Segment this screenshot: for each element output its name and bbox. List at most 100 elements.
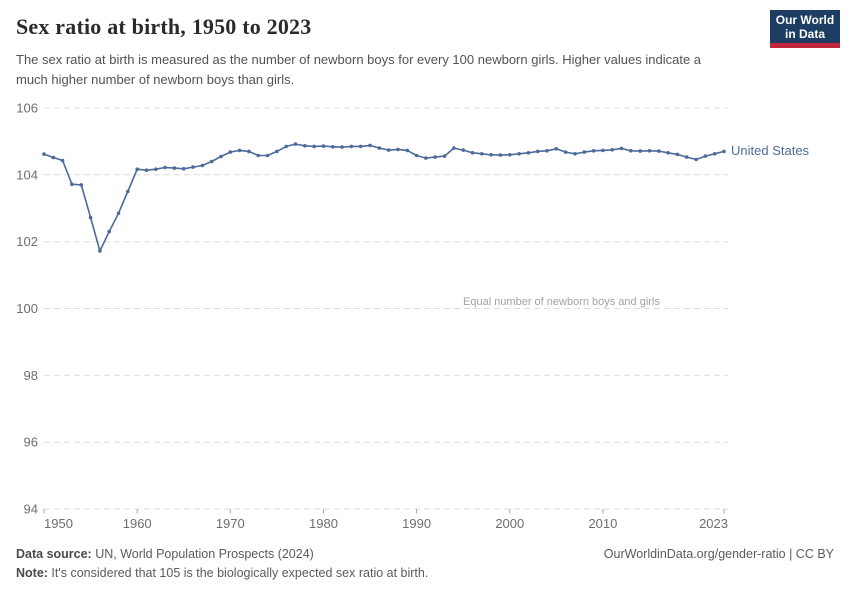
data-point[interactable] [181, 167, 186, 171]
data-point[interactable] [545, 149, 549, 153]
data-point[interactable] [172, 166, 177, 170]
data-point[interactable] [684, 155, 689, 159]
data-point[interactable] [340, 145, 344, 149]
data-point[interactable] [554, 147, 559, 151]
chart-footer: Data source: UN, World Population Prospe… [16, 547, 834, 580]
data-point[interactable] [666, 151, 670, 155]
data-point[interactable] [200, 163, 205, 168]
data-point[interactable] [98, 249, 102, 253]
data-point[interactable] [42, 152, 46, 156]
license-link[interactable]: OurWorldinData.org/gender-ratio | CC BY [603, 547, 834, 561]
data-point[interactable] [573, 152, 577, 156]
equal-ratio-annotation: Equal number of newborn boys and girls [463, 296, 660, 308]
data-point[interactable] [154, 167, 158, 171]
data-source-line: Data source: UN, World Population Prospe… [16, 547, 314, 561]
data-point[interactable] [70, 182, 74, 186]
data-point[interactable] [405, 148, 410, 153]
data-point[interactable] [386, 148, 391, 152]
data-point[interactable] [712, 152, 717, 156]
data-point[interactable] [517, 152, 521, 156]
data-point[interactable] [601, 148, 605, 153]
chart-title: Sex ratio at birth, 1950 to 2023 [16, 14, 312, 39]
data-point[interactable] [116, 211, 121, 216]
entity-label[interactable]: United States [731, 143, 810, 158]
data-line[interactable] [43, 143, 725, 252]
data-point[interactable] [424, 156, 428, 160]
data-point[interactable] [331, 145, 335, 149]
data-point[interactable] [433, 155, 438, 159]
data-point[interactable] [51, 155, 56, 160]
y-axis-tick-label: 102 [16, 234, 38, 249]
y-axis-tick-label: 104 [16, 167, 38, 182]
data-point[interactable] [237, 148, 242, 153]
owid-logo: Our World in Data [770, 10, 840, 48]
data-point[interactable] [163, 165, 167, 170]
note-label: Note: [16, 566, 48, 580]
data-point[interactable] [368, 143, 372, 148]
data-point[interactable] [498, 153, 503, 157]
data-point[interactable] [480, 152, 484, 156]
y-axis-tick-label: 98 [24, 368, 38, 383]
owid-logo-line1: Our World [775, 12, 835, 27]
data-point[interactable] [675, 152, 680, 157]
data-point[interactable] [610, 148, 614, 152]
data-point[interactable] [256, 153, 261, 158]
data-point[interactable] [293, 142, 298, 146]
x-axis-tick-label: 2000 [495, 516, 524, 531]
data-point[interactable] [638, 149, 642, 153]
data-point[interactable] [591, 149, 596, 153]
x-axis-tick-label: 1980 [309, 516, 338, 531]
data-point[interactable] [722, 149, 726, 154]
data-point[interactable] [703, 154, 708, 158]
data-point[interactable] [228, 150, 233, 154]
data-point[interactable] [694, 157, 698, 162]
data-point[interactable] [144, 168, 149, 172]
x-axis-tick-label: 2023 [699, 516, 728, 531]
data-point[interactable] [629, 149, 633, 153]
data-point[interactable] [349, 144, 354, 149]
x-axis-tick-label: 1960 [123, 516, 152, 531]
data-point[interactable] [535, 149, 540, 154]
data-point[interactable] [88, 215, 93, 220]
data-point[interactable] [526, 151, 531, 155]
data-source-label: Data source: [16, 547, 92, 561]
y-axis-tick-label: 106 [16, 101, 38, 116]
data-point[interactable] [442, 154, 447, 158]
data-point[interactable] [321, 144, 326, 148]
x-axis-tick-label: 1970 [216, 516, 245, 531]
data-point[interactable] [265, 153, 270, 158]
x-axis-tick-label: 1950 [44, 516, 73, 531]
data-point[interactable] [135, 167, 139, 171]
data-point[interactable] [358, 144, 363, 149]
data-point[interactable] [60, 158, 65, 163]
data-point[interactable] [647, 149, 652, 153]
note-text: It's considered that 105 is the biologic… [47, 566, 429, 580]
data-point[interactable] [619, 146, 624, 151]
data-point[interactable] [191, 165, 195, 169]
data-point[interactable] [563, 150, 568, 154]
data-point[interactable] [79, 183, 84, 187]
data-point[interactable] [275, 149, 279, 154]
data-point[interactable] [284, 144, 289, 149]
data-point[interactable] [126, 189, 130, 194]
data-point[interactable] [582, 150, 587, 154]
data-point[interactable] [303, 144, 307, 148]
data-point[interactable] [396, 147, 400, 152]
data-point[interactable] [247, 149, 251, 154]
x-axis-tick-label: 1990 [402, 516, 431, 531]
data-point[interactable] [312, 144, 316, 149]
data-point[interactable] [377, 146, 382, 150]
data-point[interactable] [414, 153, 419, 158]
data-point[interactable] [470, 151, 475, 155]
data-point[interactable] [219, 154, 223, 159]
data-point[interactable] [489, 153, 493, 157]
data-point[interactable] [209, 159, 214, 164]
data-point[interactable] [107, 229, 111, 234]
data-point[interactable] [508, 153, 512, 157]
data-point[interactable] [452, 146, 456, 150]
data-point[interactable] [461, 148, 466, 152]
data-point[interactable] [657, 149, 661, 153]
y-axis-tick-label: 100 [16, 301, 38, 316]
